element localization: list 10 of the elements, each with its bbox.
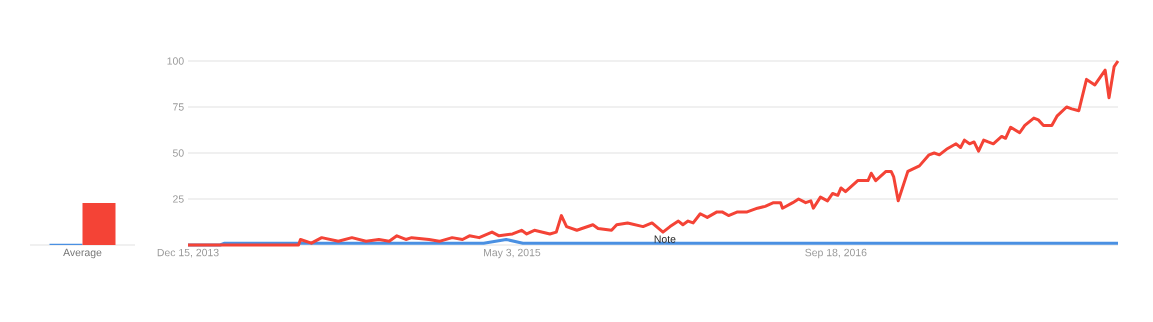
- y-tick-label: 50: [172, 149, 184, 157]
- x-tick-label: Average: [63, 248, 102, 259]
- y-tick-label: 25: [173, 195, 184, 203]
- line-series: [186, 59, 1120, 247]
- y-tick-label: 100: [167, 57, 184, 65]
- x-tick-label: May 3, 2015: [484, 248, 541, 259]
- y-tick-label: 75: [173, 103, 184, 111]
- x-tick-label: Sep 18, 2016: [805, 248, 867, 259]
- annotation: Note: [654, 235, 676, 243]
- x-tick-label: Dec 15, 2013: [157, 248, 219, 258]
